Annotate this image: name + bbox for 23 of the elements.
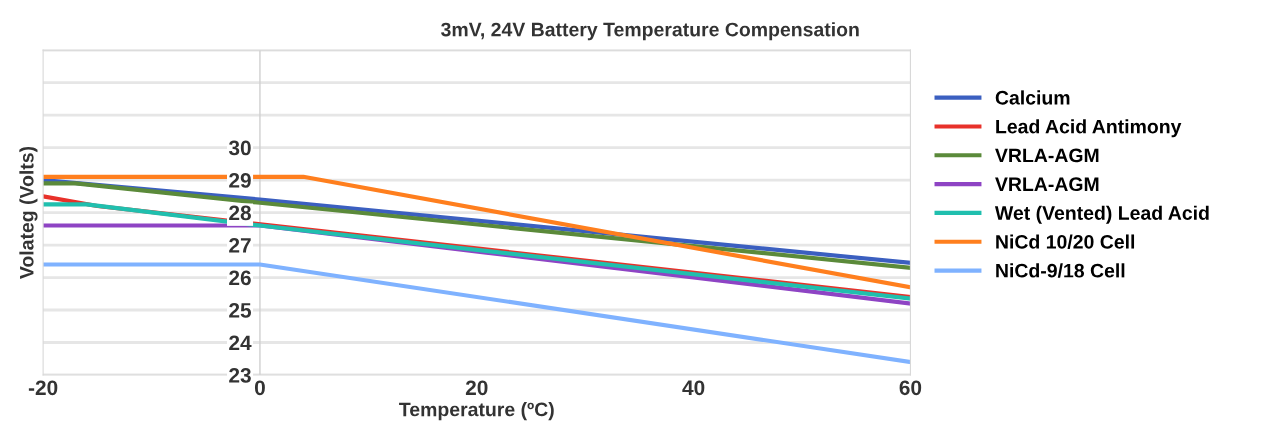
legend-label: Wet (Vented) Lead Acid xyxy=(994,205,1209,224)
chart-title: 3mV, 24V Battery Temperature Compensation xyxy=(441,22,859,41)
legend-label: NiCd 10/20 Cell xyxy=(996,234,1135,249)
legend-label: VRLA-AGM xyxy=(995,148,1099,163)
x-tick-label: -20 xyxy=(28,380,58,396)
y-tick-label: 23 xyxy=(229,367,251,383)
y-tick-label: 25 xyxy=(229,303,252,318)
x-tick-label: 20 xyxy=(465,380,488,396)
y-tick-label: 26 xyxy=(229,270,251,286)
y-tick-label: 27 xyxy=(229,238,251,253)
legend-label: VRLA-AGM xyxy=(995,177,1099,192)
legend-label: Calcium xyxy=(995,90,1070,105)
x-tick-label: 0 xyxy=(254,380,265,396)
y-tick-label: 24 xyxy=(229,335,252,351)
y-tick-label: 29 xyxy=(229,173,251,188)
y-axis-title: Volateg (Volts) xyxy=(19,146,38,280)
x-axis-title: Temperature (ºC) xyxy=(399,402,554,421)
legend-label: NiCd-9/18 Cell xyxy=(996,263,1125,278)
legend-label: Lead Acid Antimony xyxy=(996,119,1182,138)
y-tick-label: 30 xyxy=(228,140,251,156)
y-tick-label: 28 xyxy=(229,205,251,221)
x-tick-label: 40 xyxy=(682,380,705,396)
x-tick-label: 60 xyxy=(899,380,922,396)
